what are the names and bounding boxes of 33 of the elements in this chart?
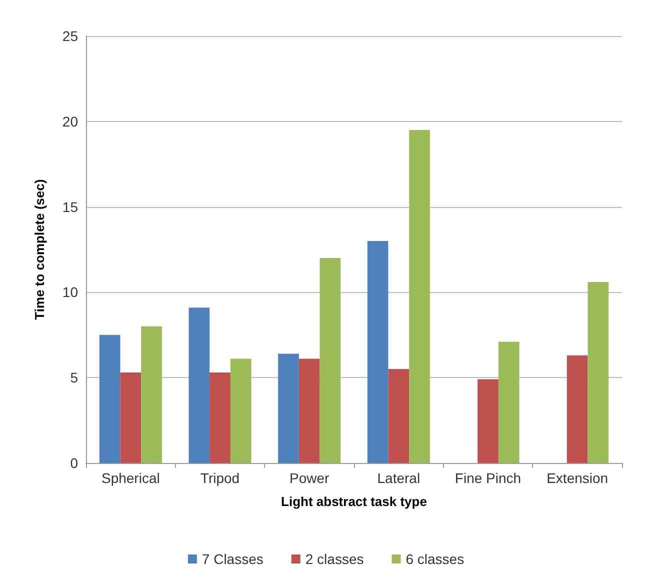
y-tick-label: 0 xyxy=(70,455,78,471)
y-tick-label: 10 xyxy=(62,284,78,300)
bar xyxy=(478,379,498,463)
y-tick-label: 5 xyxy=(70,370,78,386)
x-axis-title: Light abstract task type xyxy=(281,494,427,509)
bar xyxy=(120,372,142,463)
bar xyxy=(298,358,320,463)
bar xyxy=(367,240,388,463)
x-tick-label: Tripod xyxy=(200,470,240,486)
y-axis-title: Time to complete (sec) xyxy=(32,179,47,320)
bar xyxy=(210,372,230,463)
bar xyxy=(566,355,588,463)
x-tick-label: Spherical xyxy=(101,470,160,486)
x-tick-label: Power xyxy=(289,470,330,486)
bar xyxy=(278,354,299,463)
bar xyxy=(320,258,341,463)
bar xyxy=(588,282,609,463)
x-tick-label: Lateral xyxy=(377,470,420,486)
y-tick-label: 25 xyxy=(62,28,78,44)
bar xyxy=(141,326,162,463)
legend-label: 7 Classes xyxy=(202,551,264,567)
bar xyxy=(409,130,430,463)
bar xyxy=(188,308,210,463)
x-tick-label: Extension xyxy=(546,470,608,486)
legend-label: 2 classes xyxy=(305,551,364,567)
legend-label: 6 classes xyxy=(406,551,464,567)
bar xyxy=(99,334,120,463)
bar xyxy=(230,358,252,463)
bar xyxy=(498,342,520,463)
x-tick-label: Fine Pinch xyxy=(454,470,522,486)
y-tick-label: 15 xyxy=(62,198,78,215)
y-tick-label: 20 xyxy=(62,113,78,130)
bar xyxy=(388,369,410,463)
